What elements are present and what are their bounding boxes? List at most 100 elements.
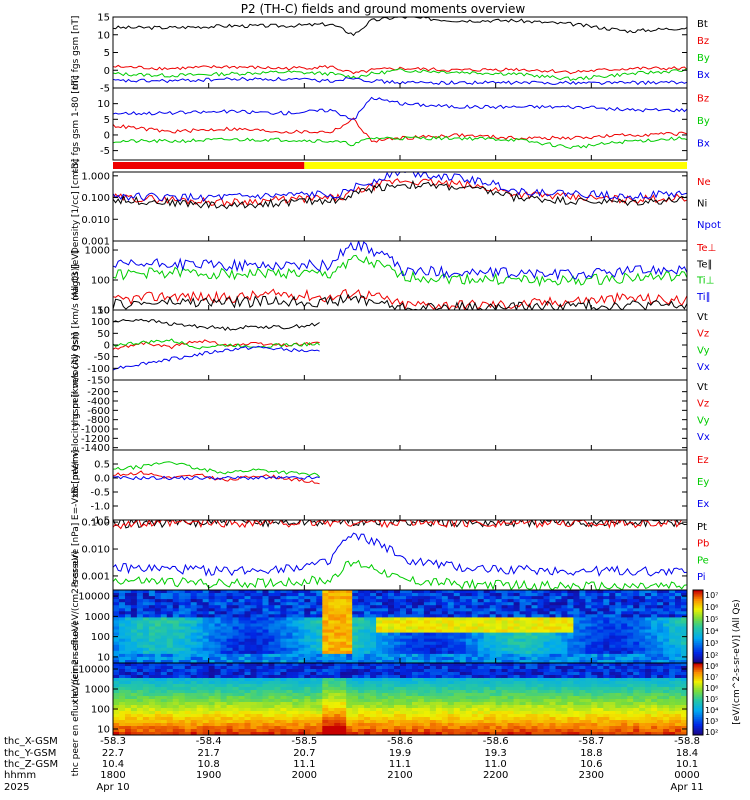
series-line xyxy=(113,288,687,310)
heatmap-cell xyxy=(160,669,168,673)
heatmap-cell xyxy=(196,620,204,624)
legend-label: Ti∥ xyxy=(696,292,711,303)
heatmap-cell xyxy=(465,608,473,612)
heatmap-cell xyxy=(304,684,311,688)
heatmap-cell xyxy=(119,653,126,658)
heatmap-cell xyxy=(214,635,222,640)
heatmap-cell xyxy=(358,714,365,718)
heatmap-cell xyxy=(441,632,449,637)
heatmap-cell xyxy=(657,723,664,727)
heatmap-cell xyxy=(651,690,658,694)
heatmap-cell xyxy=(172,684,180,688)
heatmap-cell xyxy=(238,717,246,721)
heatmap-cell xyxy=(328,599,335,603)
colorbar-cell xyxy=(693,729,703,732)
heatmap-cell xyxy=(412,620,419,624)
heatmap-cell xyxy=(142,708,150,712)
heatmap-cell xyxy=(579,614,586,618)
heatmap-cell xyxy=(220,623,228,628)
heatmap-cell xyxy=(531,699,539,703)
heatmap-cell xyxy=(340,702,347,706)
heatmap-cell xyxy=(316,650,323,655)
heatmap-cell xyxy=(148,660,156,663)
heatmap-cell xyxy=(208,699,216,703)
heatmap-cell xyxy=(376,617,383,621)
heatmap-cell xyxy=(495,617,503,621)
heatmap-cell xyxy=(358,593,365,597)
heatmap-cell xyxy=(555,660,563,663)
heatmap-cell xyxy=(651,672,658,676)
heatmap-cell xyxy=(166,617,174,621)
heatmap-cell xyxy=(459,666,467,670)
heatmap-cell xyxy=(633,599,640,603)
heatmap-cell xyxy=(573,684,580,688)
heatmap-cell xyxy=(238,605,246,609)
heatmap-cell xyxy=(322,666,329,670)
heatmap-cell xyxy=(651,723,658,727)
heatmap-cell xyxy=(489,599,497,603)
heatmap-cell xyxy=(489,726,497,730)
heatmap-cell xyxy=(166,632,174,637)
heatmap-cell xyxy=(585,732,592,735)
heatmap-cell xyxy=(645,596,652,600)
heatmap-cell xyxy=(352,729,359,733)
heatmap-cell xyxy=(543,702,551,706)
heatmap-cell xyxy=(669,656,676,661)
heatmap-cell xyxy=(549,605,557,609)
heatmap-cell xyxy=(184,663,192,667)
heatmap-cell xyxy=(417,723,425,727)
heatmap-cell xyxy=(567,726,574,730)
heatmap-cell xyxy=(531,653,539,658)
heatmap-cell xyxy=(561,696,568,700)
heatmap-cell xyxy=(555,711,563,715)
heatmap-cell xyxy=(346,678,353,682)
heatmap-cell xyxy=(292,602,299,606)
heatmap-cell xyxy=(358,608,365,612)
y-tick-label: 0 xyxy=(104,66,110,77)
heatmap-cell xyxy=(274,717,281,721)
heatmap-cell xyxy=(651,626,658,631)
colorbar-cell xyxy=(693,661,703,664)
heatmap-cell xyxy=(447,687,455,691)
heatmap-cell xyxy=(184,714,192,718)
heatmap-cell xyxy=(286,599,293,603)
heatmap-cell xyxy=(501,672,509,676)
heatmap-cell xyxy=(376,632,383,637)
heatmap-cell xyxy=(525,681,533,685)
heatmap-cell xyxy=(125,732,132,735)
heatmap-cell xyxy=(400,611,407,615)
heatmap-cell xyxy=(621,605,628,609)
heatmap-cell xyxy=(130,678,138,682)
heatmap-cell xyxy=(232,620,240,624)
heatmap-cell xyxy=(525,705,533,709)
heatmap-cell xyxy=(268,599,276,603)
heatmap-cell xyxy=(603,605,610,609)
heatmap-cell xyxy=(316,684,323,688)
heatmap-cell xyxy=(328,672,335,676)
heatmap-cell xyxy=(669,678,676,682)
heatmap-cell xyxy=(519,663,527,667)
heatmap-cell xyxy=(286,678,293,682)
heatmap-cell xyxy=(280,708,287,712)
heatmap-cell xyxy=(633,723,640,727)
heatmap-cell xyxy=(651,702,658,706)
heatmap-cell xyxy=(567,620,574,624)
heatmap-cell xyxy=(603,638,610,643)
heatmap-cell xyxy=(406,723,413,727)
heatmap-cell xyxy=(274,629,281,634)
heatmap-cell xyxy=(627,663,634,667)
heatmap-cell xyxy=(483,611,491,615)
heatmap-cell xyxy=(591,656,598,661)
heatmap-cell xyxy=(501,732,509,735)
heatmap-cell xyxy=(244,620,252,624)
heatmap-cell xyxy=(316,620,323,624)
heatmap-cell xyxy=(525,696,533,700)
heatmap-cell xyxy=(615,684,622,688)
heatmap-cell xyxy=(280,608,287,612)
heatmap-cell xyxy=(519,593,527,597)
heatmap-cell xyxy=(352,632,359,637)
heatmap-cell xyxy=(477,690,485,694)
heatmap-cell xyxy=(645,699,652,703)
heatmap-cell xyxy=(286,699,293,703)
